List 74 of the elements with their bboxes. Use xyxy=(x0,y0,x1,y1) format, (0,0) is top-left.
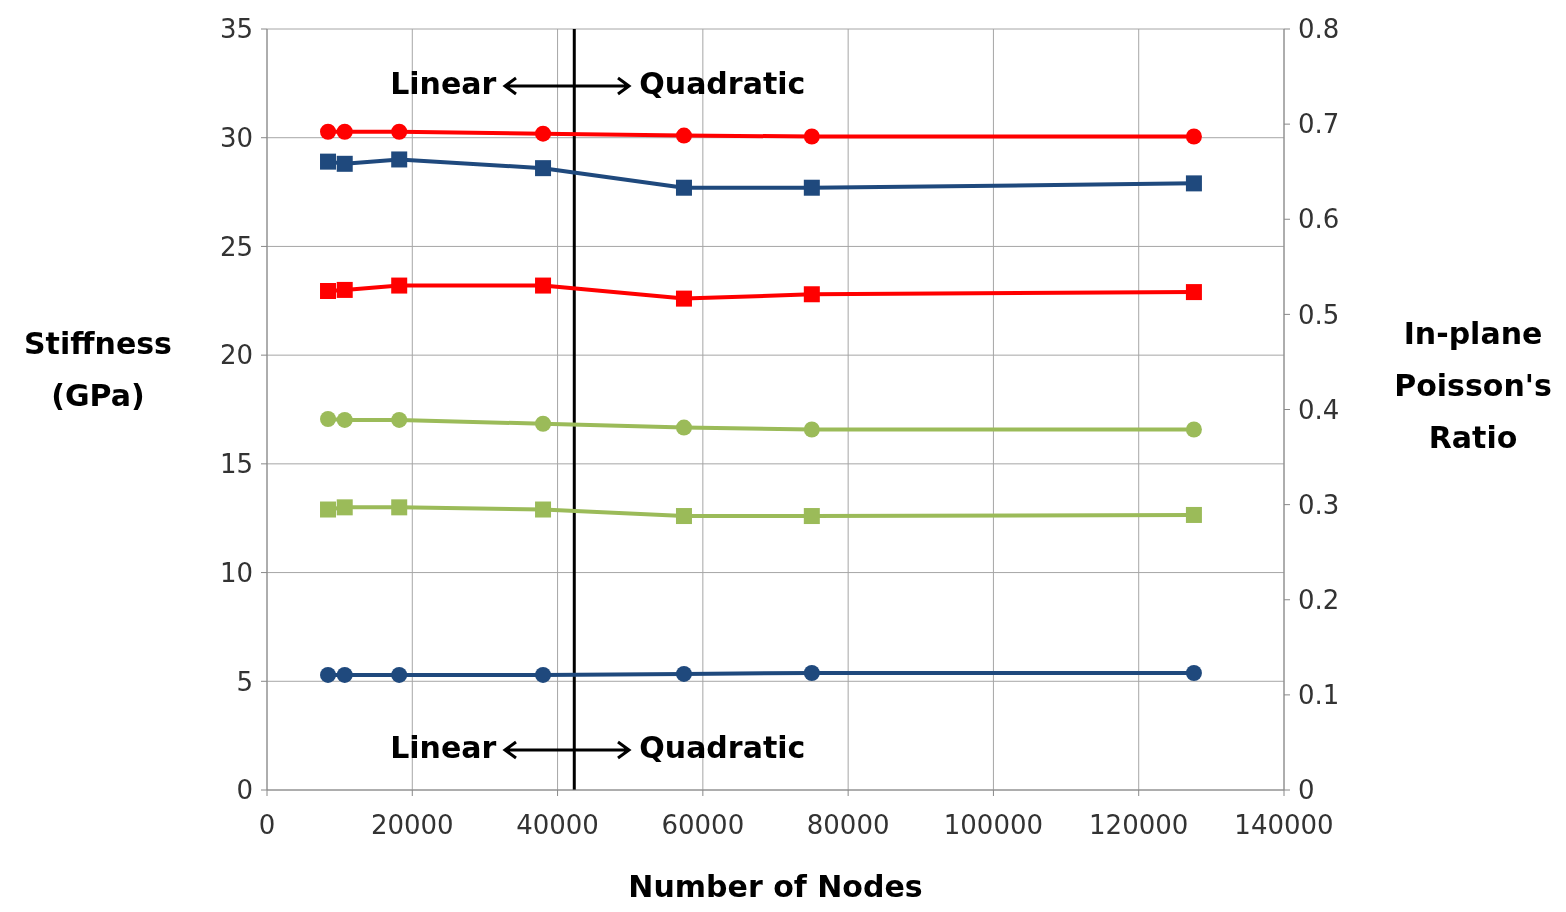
x-axis-title: Number of Nodes xyxy=(627,868,924,906)
point xyxy=(803,286,820,303)
point xyxy=(391,411,408,428)
y2-tick-label: 0.4 xyxy=(1298,394,1340,425)
point xyxy=(675,508,692,525)
point xyxy=(391,151,408,168)
point xyxy=(675,290,692,307)
point xyxy=(1185,175,1202,192)
y-tick-label: 10 xyxy=(219,557,253,588)
x-tick-label: 80000 xyxy=(806,810,890,841)
y2-axis-title: In-plane Poisson's Ratio xyxy=(1393,315,1553,457)
x-tick-label: 20000 xyxy=(370,810,454,841)
annotation: Linear xyxy=(390,66,497,101)
point xyxy=(803,179,820,196)
point xyxy=(336,123,353,140)
x-tick-label: 0 xyxy=(258,810,276,841)
point xyxy=(1185,421,1202,438)
point xyxy=(803,665,820,681)
point xyxy=(535,125,552,142)
point xyxy=(1185,128,1202,145)
point xyxy=(320,411,337,428)
point xyxy=(535,666,552,683)
annotation: Linear xyxy=(390,730,497,765)
y2-tick-label: 0.3 xyxy=(1298,489,1340,520)
point xyxy=(336,155,353,172)
point xyxy=(336,411,353,428)
point xyxy=(391,277,408,294)
y-tick-label: 0 xyxy=(236,775,253,806)
y2-tick-label: 0.6 xyxy=(1298,204,1340,235)
y2-tick-label: 0.7 xyxy=(1298,109,1340,140)
point xyxy=(535,160,552,177)
point xyxy=(320,153,337,170)
y-tick-label: 25 xyxy=(219,231,253,262)
point xyxy=(336,499,353,516)
point xyxy=(675,127,692,144)
point xyxy=(675,419,692,436)
point xyxy=(675,665,692,682)
y-tick-label: 20 xyxy=(219,340,253,371)
y-tick-label: 15 xyxy=(219,449,253,480)
x-tick-label: 60000 xyxy=(661,810,745,841)
annotation: Quadratic xyxy=(639,66,806,101)
point xyxy=(1185,665,1202,681)
point xyxy=(535,415,552,432)
y2-tick-label: 0 xyxy=(1298,775,1315,806)
point xyxy=(803,421,820,438)
point xyxy=(535,277,552,294)
y2-tick-label: 0.5 xyxy=(1298,299,1340,330)
point xyxy=(535,501,552,518)
point xyxy=(675,179,692,196)
point xyxy=(336,666,353,683)
annotation: Quadratic xyxy=(639,730,806,765)
point xyxy=(320,283,337,299)
y2-tick-label: 0.1 xyxy=(1298,680,1340,711)
point xyxy=(391,666,408,683)
point xyxy=(803,128,820,145)
point xyxy=(320,123,337,140)
x-tick-label: 120000 xyxy=(1089,810,1189,841)
y-tick-label: 30 xyxy=(219,122,253,153)
point xyxy=(391,123,408,140)
x-tick-label: 40000 xyxy=(516,810,599,841)
x-tick-label: 100000 xyxy=(943,810,1044,841)
y2-tick-label: 0.8 xyxy=(1298,14,1340,45)
point xyxy=(1185,284,1202,301)
point xyxy=(336,281,353,298)
y-axis-title: Stiffness (GPa) xyxy=(23,325,173,415)
y-tick-label: 5 xyxy=(236,666,253,697)
y-tick-label: 35 xyxy=(219,14,253,45)
point xyxy=(320,501,337,518)
point xyxy=(391,499,408,516)
x-tick-label: 140000 xyxy=(1234,810,1334,841)
y2-tick-label: 0.2 xyxy=(1298,584,1340,615)
point xyxy=(803,508,820,525)
point xyxy=(320,666,337,683)
point xyxy=(1185,506,1202,523)
